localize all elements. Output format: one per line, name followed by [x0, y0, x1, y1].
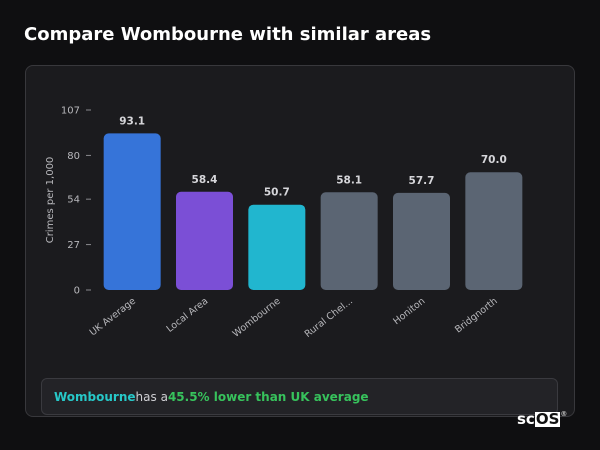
callout-area-name: Wombourne: [54, 389, 136, 404]
callout-highlight: 45.5% lower than UK average: [167, 389, 369, 404]
bar: [320, 192, 378, 290]
brand-boxed: OS: [534, 410, 561, 428]
bar-value-label: 58.1: [336, 174, 362, 186]
page-title: Compare Wombourne with similar areas: [24, 24, 432, 45]
bar-value-label: 57.7: [409, 175, 435, 187]
brand-mark: ®: [560, 410, 568, 418]
bar-value-label: 70.0: [481, 154, 507, 166]
bar: [465, 172, 523, 290]
brand-prefix: sc: [517, 410, 535, 428]
bar-value-label: 58.4: [192, 174, 218, 186]
x-tick-label: Honiton: [391, 296, 427, 328]
y-tick-label: 0: [74, 286, 80, 297]
y-tick-label: 54: [67, 195, 80, 206]
y-tick-label: 107: [61, 106, 80, 117]
y-axis-label: Crimes per 1,000: [45, 157, 56, 244]
bar: [393, 192, 450, 290]
bar: [103, 133, 161, 290]
x-tick-label: Bridgnorth: [453, 296, 500, 336]
x-tick-label: Local Area: [165, 296, 211, 335]
bar-value-label: 50.7: [264, 187, 290, 199]
x-tick-label: UK Average: [88, 296, 138, 339]
y-tick-label: 27: [67, 240, 80, 251]
brand-logo: scOS®: [517, 410, 567, 428]
callout-text: has a: [135, 389, 168, 404]
bar: [176, 191, 233, 290]
bar-value-label: 93.1: [119, 115, 145, 127]
y-tick-label: 80: [67, 151, 80, 162]
bar: [248, 204, 306, 290]
x-tick-label: Rural Chel...: [303, 296, 355, 340]
comparison-callout: Wombourne has a 45.5% lower than UK aver…: [41, 378, 558, 415]
x-tick-label: Wombourne: [231, 296, 283, 340]
